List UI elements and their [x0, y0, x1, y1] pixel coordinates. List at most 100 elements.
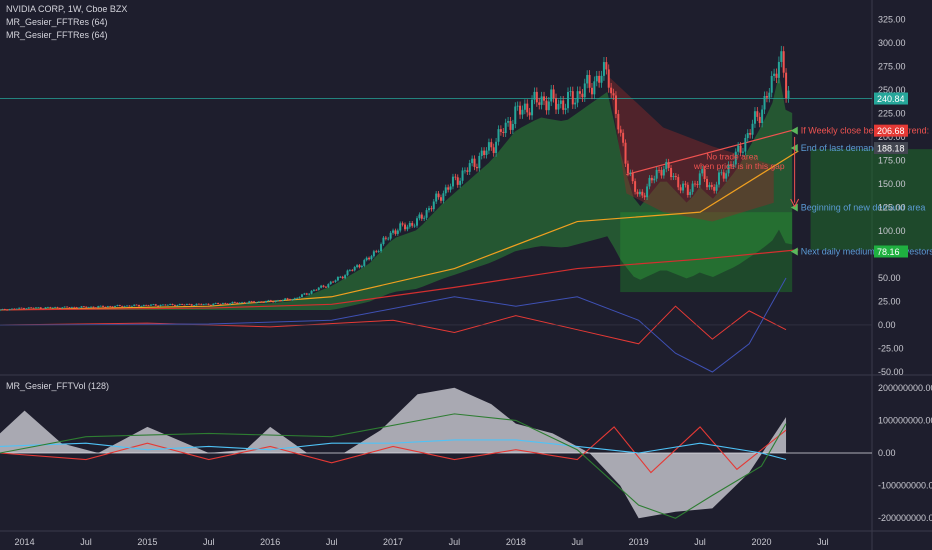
candle-body: [324, 286, 327, 288]
candle-body: [478, 155, 481, 169]
candle-body: [370, 256, 373, 260]
candle-body: [511, 124, 514, 130]
candle-body: [363, 260, 366, 266]
candle-body: [284, 298, 287, 301]
candle-body: [504, 122, 507, 134]
candle-body: [267, 300, 270, 302]
x-tick-label: 2020: [751, 537, 771, 547]
candle-body: [739, 145, 742, 153]
candle-body: [497, 129, 500, 142]
candle-body: [471, 158, 474, 164]
candle-body: [322, 285, 325, 287]
annotation-arrow-icon: [790, 203, 798, 212]
candle-body: [332, 281, 335, 283]
candle-body: [78, 307, 81, 309]
candle-body: [157, 305, 160, 307]
green-trend-cloud: [0, 74, 793, 312]
candle-body: [741, 151, 744, 153]
y-tick-label: 200.00: [878, 132, 906, 142]
candle-body: [698, 173, 701, 185]
candle-body: [49, 307, 52, 308]
y-axis: 325.00 300.00 275.00 250.00 225.00 200.00 175.…: [874, 14, 932, 523]
candle-body: [710, 184, 713, 187]
candle-body: [684, 183, 687, 185]
candle-body: [368, 257, 371, 260]
gap-arrow-head-icon: [790, 198, 800, 208]
candle-body: [149, 304, 152, 306]
candle-body: [312, 289, 315, 291]
price-label-text: 240.84: [877, 94, 905, 104]
candle-body: [118, 305, 121, 307]
candle-body: [509, 121, 512, 130]
candle-body: [353, 267, 356, 271]
candle-body: [562, 100, 565, 110]
volume-y-tick-label: 200000000.00: [878, 383, 932, 393]
candle-body: [670, 167, 673, 178]
candle-body: [770, 75, 773, 93]
annotation-last_demand: End of last demand area: [801, 143, 899, 153]
candle-body: [435, 193, 438, 202]
candle-body: [217, 303, 220, 304]
candle-body: [720, 172, 723, 174]
candle-body: [176, 305, 179, 306]
candle-body: [516, 105, 519, 107]
candle-body: [447, 187, 450, 190]
candle-body: [188, 304, 191, 305]
volume-y-tick-label: 100000000.00: [878, 415, 932, 425]
candle-body: [142, 304, 145, 306]
short-trigger-trendline: [626, 129, 793, 176]
candle-body: [123, 306, 126, 307]
candle-body: [753, 111, 756, 124]
moving-average-line: [0, 150, 799, 311]
candle-body: [305, 293, 308, 295]
y-tick-label: 150.00: [878, 179, 906, 189]
candle-body: [763, 95, 766, 110]
candle-body: [116, 305, 119, 307]
candle-body: [775, 73, 778, 78]
candle-body: [574, 102, 577, 105]
candle-body: [126, 305, 129, 307]
candle-body: [569, 91, 572, 93]
candle-body: [404, 224, 407, 230]
candle-body: [279, 300, 282, 302]
candle-body: [224, 303, 227, 304]
candle-body: [109, 306, 112, 308]
annotation-short: If Weekly close below this trend: Short: [801, 126, 932, 136]
candle-body: [392, 230, 395, 233]
y-tick-label: 25.00: [878, 296, 901, 306]
candle-body: [327, 284, 330, 288]
candle-body: [425, 210, 428, 218]
candle-body: [18, 307, 21, 309]
y-tick-label: 275.00: [878, 61, 906, 71]
candle-body: [758, 116, 761, 124]
candle-body: [598, 75, 601, 83]
candle-body: [183, 304, 186, 306]
candle-body: [682, 183, 685, 191]
candle-body: [293, 298, 296, 300]
x-tick-label: 2017: [383, 537, 403, 547]
candle-body: [399, 223, 402, 231]
candle-body: [286, 298, 289, 300]
candle-body: [555, 98, 558, 110]
candle-body: [777, 61, 780, 78]
candle-body: [605, 62, 608, 70]
candle-body: [32, 307, 35, 309]
candle-body: [557, 103, 560, 110]
candle-body: [365, 257, 368, 261]
candle-body: [396, 230, 399, 234]
candle-body: [641, 191, 644, 196]
candle-body: [250, 301, 253, 303]
y-tick-label: -25.00: [878, 343, 904, 353]
candle-body: [571, 91, 574, 105]
candle-body: [545, 100, 548, 111]
candle-body: [564, 108, 567, 110]
candle-body: [756, 111, 759, 117]
candle-body: [416, 218, 419, 226]
oscillator-line: [0, 277, 787, 373]
candle-body: [193, 305, 196, 307]
candle-body: [686, 184, 689, 195]
volume-y-tick-label: -200000000.00: [878, 513, 932, 523]
candle-body: [92, 306, 95, 308]
candle-body: [375, 251, 378, 253]
